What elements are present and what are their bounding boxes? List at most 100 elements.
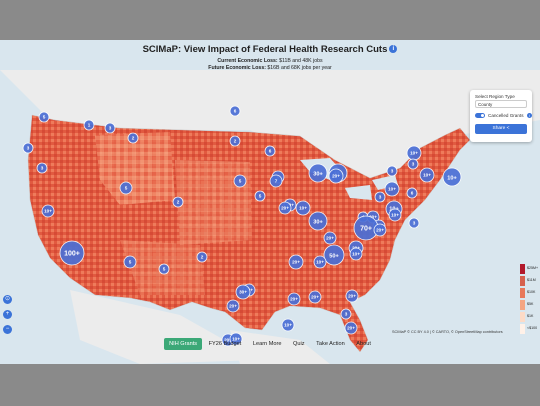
cluster-circle[interactable] xyxy=(127,132,139,144)
cluster-marker[interactable]: 10+ xyxy=(419,167,435,183)
cluster-marker[interactable]: 3 xyxy=(104,122,116,134)
cluster-marker[interactable]: 1 xyxy=(83,119,95,131)
cluster-marker[interactable]: 100+ xyxy=(59,240,85,266)
cluster-circle[interactable] xyxy=(41,204,55,218)
cluster-circle[interactable] xyxy=(308,290,322,304)
cluster-marker[interactable]: 10+ xyxy=(384,181,400,197)
nav-learn-more[interactable]: Learn More xyxy=(252,341,282,347)
cluster-circle[interactable] xyxy=(384,181,400,197)
cluster-marker[interactable]: 10+ xyxy=(442,167,462,187)
share-button[interactable]: Share < xyxy=(475,124,527,134)
cluster-circle[interactable] xyxy=(229,105,241,117)
cluster-layer[interactable]: 51326233610+40+3310+10+10+3610+420+30+20… xyxy=(0,40,540,364)
cluster-circle[interactable] xyxy=(281,318,295,332)
cluster-circle[interactable] xyxy=(442,167,462,187)
zoom-in-icon[interactable]: + xyxy=(3,310,12,319)
cluster-circle[interactable] xyxy=(388,208,402,222)
cluster-circle[interactable] xyxy=(278,201,292,215)
cluster-marker[interactable]: 6 xyxy=(229,105,241,117)
cluster-marker[interactable]: 30+ xyxy=(235,284,251,300)
cluster-circle[interactable] xyxy=(344,321,358,335)
cluster-circle[interactable] xyxy=(229,332,243,346)
cluster-marker[interactable]: 5 xyxy=(119,181,133,195)
cluster-marker[interactable]: 7 xyxy=(269,174,283,188)
cluster-marker[interactable]: 2 xyxy=(229,135,241,147)
cluster-marker[interactable]: 10+ xyxy=(313,255,327,269)
cluster-circle[interactable] xyxy=(264,145,276,157)
cluster-circle[interactable] xyxy=(119,181,133,195)
cluster-circle[interactable] xyxy=(233,174,247,188)
cluster-circle[interactable] xyxy=(123,255,137,269)
cluster-marker[interactable]: 20+ xyxy=(287,292,301,306)
cluster-circle[interactable] xyxy=(158,263,170,275)
nav-fy26-budget[interactable]: FY26 Budget xyxy=(208,341,242,347)
cluster-marker[interactable]: 6 xyxy=(406,187,418,199)
cluster-marker[interactable]: 20+ xyxy=(288,254,304,270)
cluster-marker[interactable]: 3 xyxy=(340,308,352,320)
cluster-marker[interactable]: 2 xyxy=(127,132,139,144)
cluster-marker[interactable]: 20+ xyxy=(344,321,358,335)
cluster-circle[interactable] xyxy=(104,122,116,134)
cluster-marker[interactable]: 20+ xyxy=(323,231,337,245)
cluster-marker[interactable]: 30+ xyxy=(308,163,328,183)
cluster-marker[interactable]: 20+ xyxy=(328,168,344,184)
cluster-circle[interactable] xyxy=(323,244,345,266)
cluster-circle[interactable] xyxy=(373,223,387,237)
cluster-circle[interactable] xyxy=(386,165,398,177)
cluster-circle[interactable] xyxy=(295,200,311,216)
cluster-circle[interactable] xyxy=(345,289,359,303)
info-icon[interactable]: i xyxy=(526,113,532,119)
cluster-circle[interactable] xyxy=(407,158,419,170)
cluster-marker[interactable]: 30+ xyxy=(308,211,328,231)
cluster-marker[interactable]: 5 xyxy=(38,111,50,123)
cluster-marker[interactable]: 5 xyxy=(233,174,247,188)
cluster-circle[interactable] xyxy=(374,191,386,203)
cluster-circle[interactable] xyxy=(313,255,327,269)
nav-quiz[interactable]: Quiz xyxy=(293,341,305,347)
cluster-circle[interactable] xyxy=(408,217,420,229)
cluster-marker[interactable]: 20+ xyxy=(226,299,240,313)
cluster-circle[interactable] xyxy=(196,251,208,263)
cluster-marker[interactable]: 10+ xyxy=(295,200,311,216)
cluster-circle[interactable] xyxy=(323,231,337,245)
cluster-circle[interactable] xyxy=(229,135,241,147)
cluster-marker[interactable]: 3 xyxy=(374,191,386,203)
cluster-circle[interactable] xyxy=(406,187,418,199)
cluster-circle[interactable] xyxy=(226,299,240,313)
info-icon[interactable]: i xyxy=(389,45,398,54)
cluster-circle[interactable] xyxy=(349,247,363,261)
cancelled-grants-toggle[interactable] xyxy=(475,113,485,118)
cluster-circle[interactable] xyxy=(38,111,50,123)
cluster-marker[interactable]: 2 xyxy=(196,251,208,263)
cluster-marker[interactable]: 10+ xyxy=(281,318,295,332)
cluster-circle[interactable] xyxy=(59,240,85,266)
cluster-circle[interactable] xyxy=(36,162,48,174)
cluster-marker[interactable]: 5 xyxy=(254,190,266,202)
region-type-select[interactable]: County xyxy=(475,100,527,108)
nav-about[interactable]: About xyxy=(356,341,371,347)
nav-take-action[interactable]: Take Action xyxy=(316,341,345,347)
cluster-marker[interactable]: 10+ xyxy=(229,332,243,346)
cluster-marker[interactable]: 20+ xyxy=(308,290,322,304)
cluster-marker[interactable]: 5 xyxy=(158,263,170,275)
cluster-marker[interactable]: 2 xyxy=(172,196,184,208)
cluster-circle[interactable] xyxy=(308,163,328,183)
cluster-marker[interactable]: 10+ xyxy=(388,208,402,222)
cluster-marker[interactable]: 3 xyxy=(386,165,398,177)
cluster-circle[interactable] xyxy=(22,142,34,154)
cluster-marker[interactable]: 10+ xyxy=(349,247,363,261)
cluster-marker[interactable]: 50+ xyxy=(323,244,345,266)
cluster-circle[interactable] xyxy=(287,292,301,306)
nav-nih-grants[interactable]: NIH Grants xyxy=(164,338,203,350)
us-map[interactable] xyxy=(0,40,540,364)
cluster-marker[interactable]: 20+ xyxy=(278,201,292,215)
cluster-circle[interactable] xyxy=(328,168,344,184)
cluster-marker[interactable]: 20+ xyxy=(345,289,359,303)
cluster-circle[interactable] xyxy=(172,196,184,208)
cluster-circle[interactable] xyxy=(269,174,283,188)
cluster-circle[interactable] xyxy=(288,254,304,270)
cluster-circle[interactable] xyxy=(83,119,95,131)
cluster-circle[interactable] xyxy=(308,211,328,231)
cluster-marker[interactable]: 20+ xyxy=(373,223,387,237)
locate-icon[interactable]: ⊙ xyxy=(3,295,12,304)
